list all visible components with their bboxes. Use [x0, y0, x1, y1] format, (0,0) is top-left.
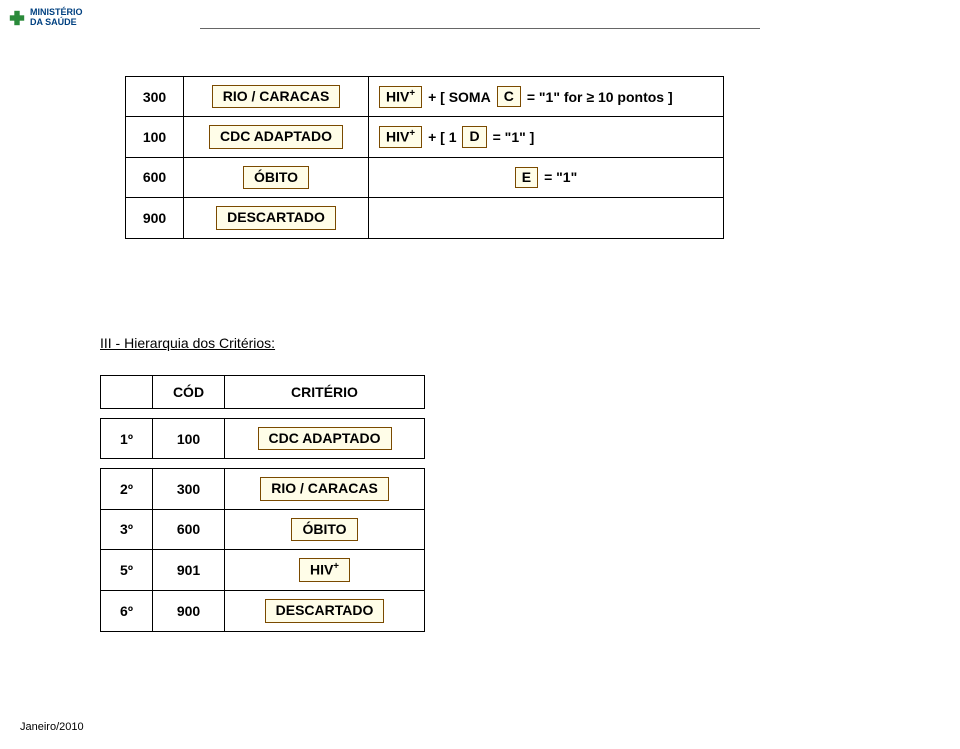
criteria-formula-table: 300 RIO / CARACAS HIV+ + [ SOMA C = "1" …: [125, 76, 724, 239]
rank-cell: 1º: [101, 419, 153, 459]
label-cell: DESCARTADO: [184, 198, 369, 238]
code-cell: 900: [126, 198, 184, 238]
header-code: CÓD: [153, 376, 225, 409]
var-box: HIV+: [379, 126, 422, 148]
formula-cell: HIV+ + [ SOMA C = "1" for ≥ 10 pontos ]: [369, 77, 724, 117]
criteria-box: RIO / CARACAS: [212, 85, 341, 108]
cross-icon: [8, 9, 26, 27]
label-cell: RIO / CARACAS: [184, 77, 369, 117]
criteria-box: RIO / CARACAS: [260, 477, 389, 500]
code-cell: 600: [153, 509, 225, 549]
code-cell: 600: [126, 157, 184, 197]
code-cell: 300: [153, 469, 225, 509]
var-box: HIV+: [379, 86, 422, 108]
header-rank: [101, 376, 153, 409]
criteria-box: HIV+: [299, 558, 350, 582]
var-box: E: [515, 167, 538, 188]
logo-text: MINISTÉRIO DA SAÚDE: [30, 8, 83, 28]
crit-cell: DESCARTADO: [225, 591, 425, 631]
crit-cell: RIO / CARACAS: [225, 469, 425, 509]
crit-cell: CDC ADAPTADO: [225, 419, 425, 459]
criteria-box: DESCARTADO: [265, 599, 385, 622]
formula-cell: HIV+ + [ 1 D = "1" ]: [369, 117, 724, 157]
formula-cell: [369, 198, 724, 238]
criteria-box: CDC ADAPTADO: [209, 125, 343, 148]
var-box: C: [497, 86, 521, 107]
criteria-box: ÓBITO: [243, 166, 309, 189]
header-crit: CRITÉRIO: [225, 376, 425, 409]
rank-cell: 3º: [101, 509, 153, 549]
criteria-box: DESCARTADO: [216, 206, 336, 229]
code-cell: 100: [126, 117, 184, 157]
criteria-box: ÓBITO: [291, 518, 357, 541]
criteria-box: CDC ADAPTADO: [258, 427, 392, 450]
crit-cell: HIV+: [225, 550, 425, 591]
footer-date: Janeiro/2010: [20, 721, 84, 733]
header-rule: [200, 28, 760, 29]
label-cell: ÓBITO: [184, 157, 369, 197]
var-box: D: [462, 126, 486, 147]
code-cell: 300: [126, 77, 184, 117]
code-cell: 900: [153, 591, 225, 631]
rank-cell: 2º: [101, 469, 153, 509]
ministry-logo: MINISTÉRIO DA SAÚDE: [8, 8, 83, 28]
rank-cell: 5º: [101, 550, 153, 591]
code-cell: 100: [153, 419, 225, 459]
formula-cell: E = "1": [369, 157, 724, 197]
label-cell: CDC ADAPTADO: [184, 117, 369, 157]
code-cell: 901: [153, 550, 225, 591]
crit-cell: ÓBITO: [225, 509, 425, 549]
rank-cell: 6º: [101, 591, 153, 631]
hierarchy-table: CÓD CRITÉRIO 1º 100 CDC ADAPTADO 2º 300 …: [100, 375, 425, 632]
section-title: III - Hierarquia dos Critérios:: [100, 335, 275, 351]
